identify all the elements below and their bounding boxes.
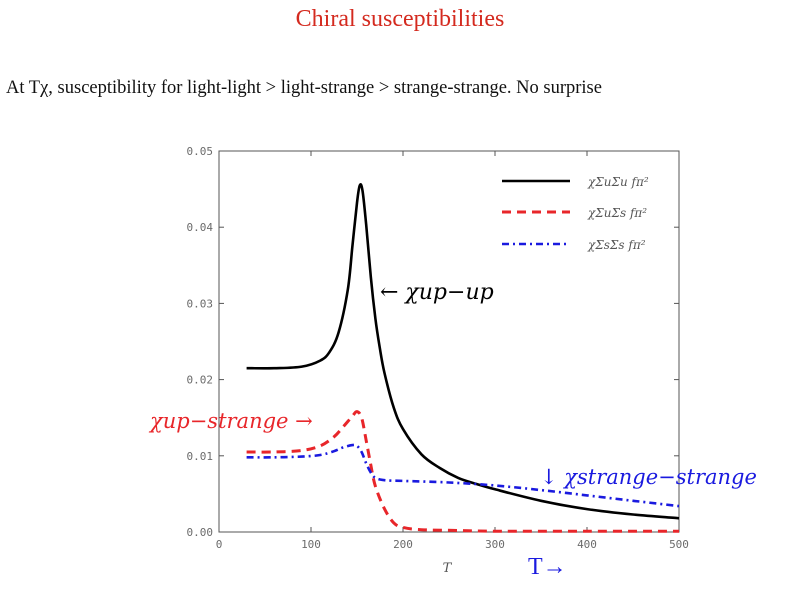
annotation-up-up: ← χup−up (380, 280, 494, 305)
chart-ticks: 0 100 200 300 400 500 0.00 0.01 0.02 0.03 0.04 0.05 (187, 145, 689, 551)
plot-frame (218, 150, 680, 533)
y-tick-label: 0.04 (187, 221, 214, 234)
annotation-up-strange: χup−strange → (148, 409, 313, 433)
legend-label-2: χΣuΣs fπ² (587, 206, 647, 220)
y-tick-label: 0.00 (187, 526, 214, 539)
y-tick-label: 0.02 (187, 374, 214, 387)
x-axis-label: T (443, 561, 453, 576)
x-tick-label: 400 (577, 538, 597, 551)
legend-label-3: χΣsΣs fπ² (587, 238, 646, 252)
slide-subtitle: At Tχ, susceptibility for light-light > … (6, 78, 602, 98)
annotation-strange-strange: ↓ χstrange−strange (540, 465, 757, 489)
series-line-1 (246, 183, 680, 520)
chart-frame (218, 150, 680, 533)
x-tick-label: 200 (393, 538, 413, 551)
chart-series (246, 183, 680, 533)
x-tick-label: 100 (301, 538, 321, 551)
chart-legend: χΣuΣu fπ² χΣuΣs fπ² χΣsΣs fπ² (502, 175, 649, 252)
x-tick-label: 500 (669, 538, 689, 551)
x-tick-label: 300 (485, 538, 505, 551)
y-tick-label: 0.01 (187, 450, 214, 463)
legend-label-1: χΣuΣu fπ² (587, 175, 649, 189)
x-tick-label: 0 (216, 538, 223, 551)
slide-title: Chiral susceptibilities (295, 6, 505, 32)
y-tick-label: 0.05 (187, 145, 214, 158)
series-line-3 (246, 443, 680, 508)
y-tick-label: 0.03 (187, 297, 214, 310)
annotation-t-arrow: T→ (528, 554, 567, 580)
series-line-2 (246, 410, 679, 533)
